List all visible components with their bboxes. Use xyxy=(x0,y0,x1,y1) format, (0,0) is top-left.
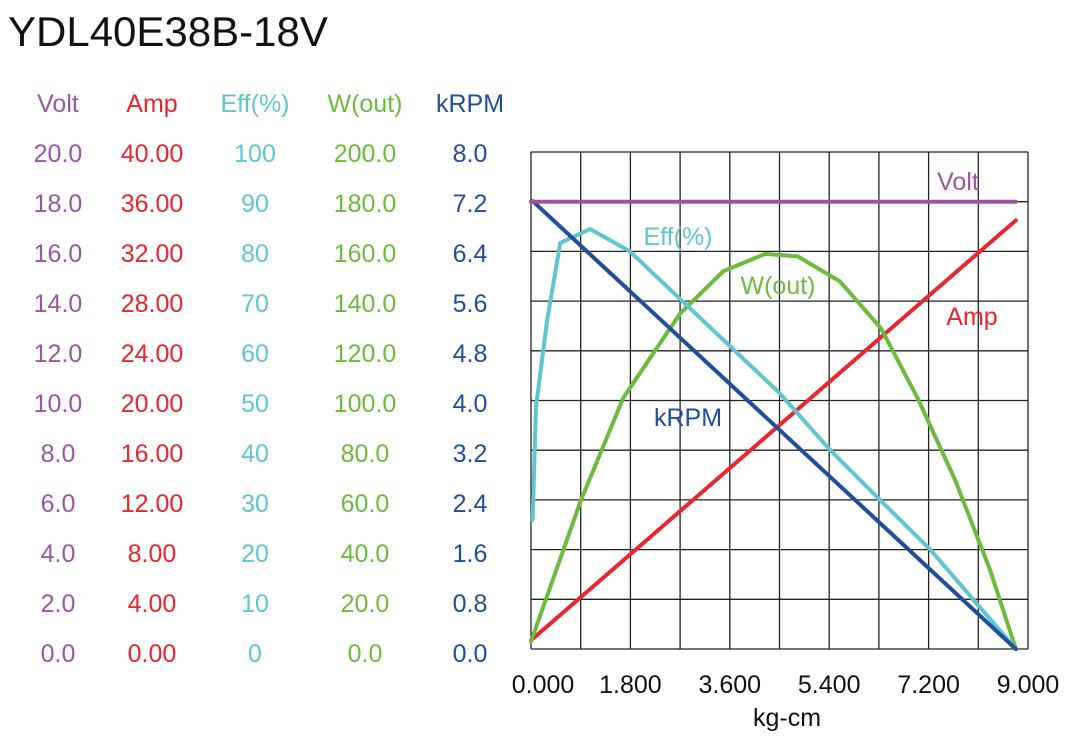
x-tick-label: 5.400 xyxy=(798,671,861,699)
series-line-eff xyxy=(530,227,1018,651)
y-axis-header: Amp xyxy=(126,90,177,118)
y-tick-label: 8.00 xyxy=(128,540,177,568)
y-tick-label: 60.0 xyxy=(341,490,390,518)
y-tick-label: 30 xyxy=(241,490,269,518)
y-tick-label: 0.0 xyxy=(453,640,488,668)
y-tick-label: 0 xyxy=(248,640,262,668)
y-tick-label: 100.0 xyxy=(334,390,397,418)
y-tick-label: 80 xyxy=(241,240,269,268)
series-lines xyxy=(529,199,1018,651)
y-tick-label: 60 xyxy=(241,340,269,368)
y-tick-label: 20 xyxy=(241,540,269,568)
y-tick-label: 10.0 xyxy=(34,390,83,418)
y-tick-label: 2.0 xyxy=(41,590,76,618)
x-tick-label: 3.600 xyxy=(699,671,762,699)
series-label: W(out) xyxy=(741,272,816,300)
y-tick-label: 4.0 xyxy=(453,390,488,418)
y-tick-label: 6.4 xyxy=(453,240,488,268)
y-tick-label: 20.0 xyxy=(34,140,83,168)
y-axis-header: Volt xyxy=(37,90,79,118)
series-line-amp xyxy=(529,218,1018,643)
series-line-wout xyxy=(529,251,1018,651)
x-tick-label: 1.800 xyxy=(599,671,662,699)
y-tick-label: 0.0 xyxy=(348,640,383,668)
y-tick-label: 36.00 xyxy=(121,190,184,218)
y-tick-label: 5.6 xyxy=(453,290,488,318)
x-tick-label: 7.200 xyxy=(897,671,960,699)
y-tick-label: 80.0 xyxy=(341,440,390,468)
x-axis-ticks: 0.000 1.800 3.600 5.400 7.200 9.000 xyxy=(512,671,1060,699)
y-tick-label: 18.0 xyxy=(34,190,83,218)
y-axis-header: W(out) xyxy=(328,90,403,118)
y-tick-label: 140.0 xyxy=(334,290,397,318)
plot-grid xyxy=(530,151,1029,650)
y-tick-label: 7.2 xyxy=(453,190,488,218)
y-tick-label: 50 xyxy=(241,390,269,418)
y-tick-label: 200.0 xyxy=(334,140,397,168)
y-tick-label: 8.0 xyxy=(453,140,488,168)
y-tick-label: 100 xyxy=(234,140,276,168)
y-tick-label: 40.00 xyxy=(121,140,184,168)
y-tick-label: 40 xyxy=(241,440,269,468)
y-tick-label: 24.00 xyxy=(121,340,184,368)
y-tick-label: 0.8 xyxy=(453,590,488,618)
y-tick-label: 20.00 xyxy=(121,390,184,418)
series-label: Volt xyxy=(937,168,979,196)
y-tick-label: 160.0 xyxy=(334,240,397,268)
y-tick-label: 2.4 xyxy=(453,490,488,518)
y-tick-label: 4.00 xyxy=(128,590,177,618)
y-tick-label: 70 xyxy=(241,290,269,318)
y-tick-label: 12.0 xyxy=(34,340,83,368)
chart-title: YDL40E38B-18V xyxy=(8,8,328,55)
y-tick-label: 4.0 xyxy=(41,540,76,568)
y-tick-label: 180.0 xyxy=(334,190,397,218)
series-label: Eff(%) xyxy=(644,223,713,251)
y-tick-label: 6.0 xyxy=(41,490,76,518)
series-label: Amp xyxy=(946,303,997,331)
y-tick-label: 90 xyxy=(241,190,269,218)
y-tick-label: 10 xyxy=(241,590,269,618)
x-tick-label: 9.000 xyxy=(997,671,1060,699)
y-axis-header: Eff(%) xyxy=(221,90,290,118)
y-tick-label: 14.0 xyxy=(34,290,83,318)
y-axes: Volt 20.0 18.0 16.0 14.0 12.0 10.0 8.0 6.0 4.0 2.0… xyxy=(34,90,504,668)
y-tick-label: 20.0 xyxy=(341,590,390,618)
y-tick-label: 4.8 xyxy=(453,340,488,368)
y-tick-label: 40.0 xyxy=(341,540,390,568)
y-tick-label: 1.6 xyxy=(453,540,488,568)
y-tick-label: 16.0 xyxy=(34,240,83,268)
y-axis-header: kRPM xyxy=(436,90,504,118)
y-tick-label: 8.0 xyxy=(41,440,76,468)
y-tick-label: 32.00 xyxy=(121,240,184,268)
series-labels: Volt Amp Eff(%) W(out) kRPM xyxy=(644,168,998,432)
x-axis-label: kg-cm xyxy=(753,704,821,732)
x-tick-label: 0.000 xyxy=(512,671,575,699)
y-tick-label: 0.00 xyxy=(128,640,177,668)
y-tick-label: 28.00 xyxy=(121,290,184,318)
y-tick-label: 3.2 xyxy=(453,440,488,468)
series-line-krpm xyxy=(530,199,1018,651)
y-tick-label: 12.00 xyxy=(121,490,184,518)
series-label: kRPM xyxy=(654,404,722,432)
y-tick-label: 0.0 xyxy=(41,640,76,668)
y-tick-label: 120.0 xyxy=(334,340,397,368)
y-tick-label: 16.00 xyxy=(121,440,184,468)
